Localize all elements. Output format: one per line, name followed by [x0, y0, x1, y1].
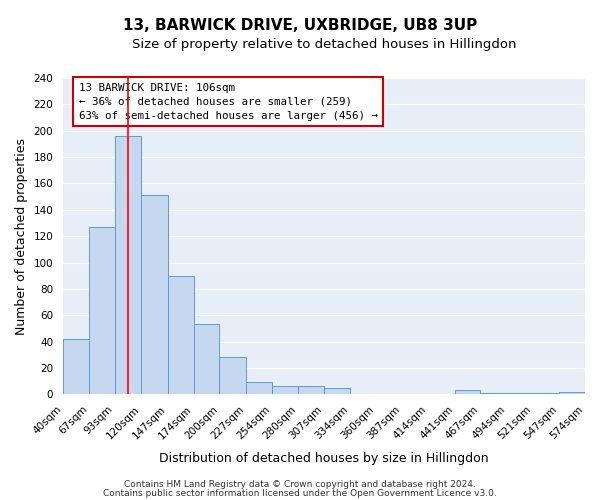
Bar [141, 196, 167, 394]
Text: 13, BARWICK DRIVE, UXBRIDGE, UB8 3UP: 13, BARWICK DRIVE, UXBRIDGE, UB8 3UP [123, 18, 477, 32]
Text: 13 BARWICK DRIVE: 106sqm
← 36% of detached houses are smaller (259)
63% of semi-: 13 BARWICK DRIVE: 106sqm ← 36% of detach… [79, 83, 377, 121]
Bar [455, 390, 481, 394]
Bar [298, 386, 324, 394]
Text: Contains public sector information licensed under the Open Government Licence v3: Contains public sector information licen… [103, 488, 497, 498]
Bar [324, 388, 350, 394]
Bar [63, 339, 89, 394]
Bar [481, 393, 507, 394]
Bar [507, 393, 533, 394]
Bar [115, 136, 141, 394]
Bar [167, 276, 194, 394]
Bar [194, 324, 220, 394]
Bar [246, 382, 272, 394]
Bar [272, 386, 298, 394]
Title: Size of property relative to detached houses in Hillingdon: Size of property relative to detached ho… [132, 38, 516, 51]
X-axis label: Distribution of detached houses by size in Hillingdon: Distribution of detached houses by size … [159, 452, 489, 465]
Bar [220, 358, 246, 395]
Y-axis label: Number of detached properties: Number of detached properties [15, 138, 28, 334]
Text: Contains HM Land Registry data © Crown copyright and database right 2024.: Contains HM Land Registry data © Crown c… [124, 480, 476, 489]
Bar [533, 393, 559, 394]
Bar [559, 392, 585, 394]
Bar [89, 227, 115, 394]
